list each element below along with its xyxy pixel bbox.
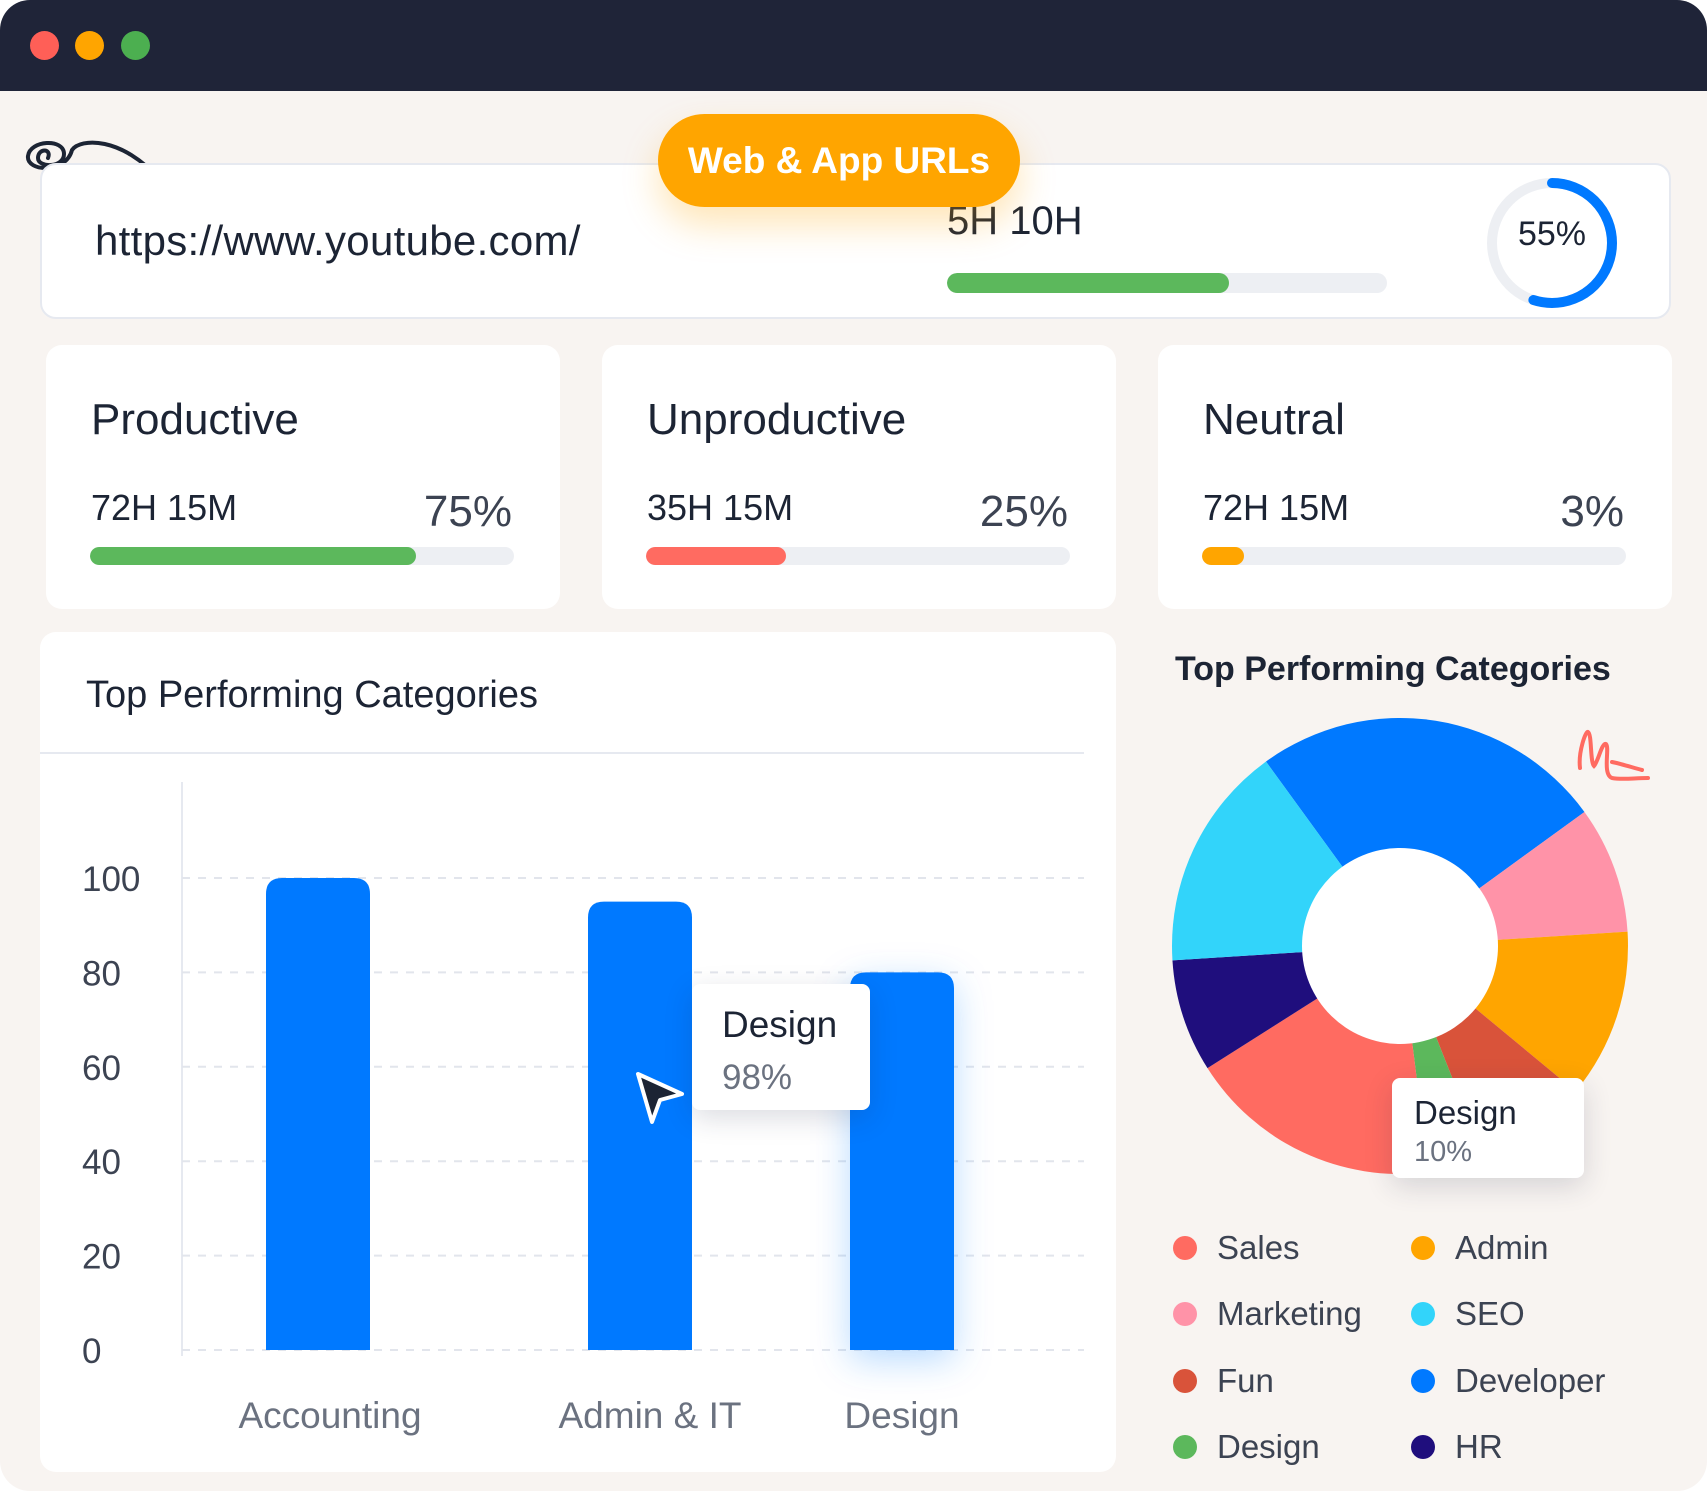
pie-tooltip-label: Design: [1414, 1094, 1517, 1131]
close-window-button[interactable]: [30, 31, 59, 60]
stat-percent: 3%: [1560, 487, 1624, 536]
legend-label: Sales: [1217, 1229, 1300, 1266]
y-tick-label: 100: [82, 860, 140, 899]
bar-chart-title: Top Performing Categories: [86, 674, 538, 716]
url-progress-fill: [947, 273, 1229, 293]
legend-label: Marketing: [1217, 1295, 1362, 1332]
stat-time: 72H 15M: [91, 487, 238, 528]
y-tick-label: 80: [82, 954, 121, 993]
legend-dot: [1173, 1302, 1197, 1326]
cursor-icon: [636, 1072, 684, 1124]
stat-percent: 25%: [979, 487, 1068, 536]
legend-label: Design: [1217, 1428, 1320, 1465]
stat-progress-track: [646, 547, 1070, 565]
stat-card-unproductive: Unproductive 35H 15M 25%: [602, 345, 1116, 609]
maximize-window-button[interactable]: [121, 31, 150, 60]
stat-progress-track: [90, 547, 514, 565]
stat-percent: 75%: [423, 487, 512, 536]
stat-progress-fill: [90, 547, 417, 565]
pie-chart-title: Top Performing Categories: [1175, 650, 1611, 688]
legend-dot: [1173, 1236, 1197, 1260]
legend-label: Fun: [1217, 1362, 1274, 1399]
x-tick-label: Design: [844, 1395, 959, 1436]
legend-dot: [1173, 1435, 1197, 1459]
legend-dot: [1411, 1236, 1435, 1260]
y-tick-label: 40: [82, 1143, 121, 1182]
title-bar: [0, 0, 1707, 91]
x-tick-label: Admin & IT: [559, 1395, 742, 1436]
stat-title: Productive: [91, 395, 299, 444]
squiggle-doodle-icon: [1577, 729, 1650, 781]
url-progress-ring: [1487, 178, 1617, 308]
legend-label: Developer: [1455, 1362, 1606, 1399]
bar-accounting[interactable]: [266, 878, 370, 1350]
bar-tooltip-label: Design: [722, 1004, 838, 1045]
stat-time: 35H 15M: [647, 487, 794, 528]
pie-tooltip-value: 10%: [1414, 1136, 1473, 1168]
y-tick-label: 20: [82, 1238, 121, 1277]
pie-tooltip: Design 10%: [1392, 1078, 1584, 1178]
bar-chart-divider: [40, 752, 1084, 754]
donut-chart: [1172, 718, 1628, 1174]
stat-progress-track: [1202, 547, 1626, 565]
y-tick-label: 0: [82, 1332, 101, 1371]
minimize-window-button[interactable]: [75, 31, 104, 60]
bar-tooltip: Design 98%: [692, 984, 870, 1110]
bar-chart: 100 80 60 40 20 0 Accounting Admin & IT Design: [82, 782, 1084, 1436]
slice-developer[interactable]: [1265, 718, 1585, 946]
legend-label: HR: [1455, 1428, 1503, 1465]
url-text[interactable]: https://www.youtube.com/: [95, 217, 581, 264]
stat-time: 72H 15M: [1203, 487, 1350, 528]
stat-card-neutral: Neutral 72H 15M 3%: [1158, 345, 1672, 609]
bar-chart-card: Top Performing Categories 100 80 60 40 20 0 Ac…: [40, 632, 1116, 1472]
stat-progress-fill: [1202, 547, 1245, 565]
bar-design[interactable]: [850, 972, 954, 1350]
stat-title: Neutral: [1203, 395, 1345, 444]
legend-dot: [1411, 1435, 1435, 1459]
x-tick-label: Accounting: [238, 1395, 421, 1436]
bar-admin-it[interactable]: [588, 901, 692, 1350]
bar-tooltip-value: 98%: [722, 1058, 793, 1097]
url-progress-track: [947, 273, 1387, 293]
legend-dot: [1411, 1369, 1435, 1393]
legend-dot: [1173, 1369, 1197, 1393]
stat-card-productive: Productive 72H 15M 75%: [46, 345, 560, 609]
web-app-urls-badge[interactable]: Web & App URLs: [658, 114, 1020, 207]
swirl-doodle-icon: [26, 140, 162, 182]
donut-hole: [1302, 848, 1498, 1044]
y-tick-label: 60: [82, 1049, 121, 1088]
legend-dot: [1411, 1302, 1435, 1326]
url-ring-label: 55%: [1517, 215, 1587, 253]
legend-label: Admin: [1455, 1229, 1549, 1266]
stat-title: Unproductive: [647, 395, 907, 444]
stat-progress-fill: [646, 547, 786, 565]
legend-label: SEO: [1455, 1295, 1525, 1332]
